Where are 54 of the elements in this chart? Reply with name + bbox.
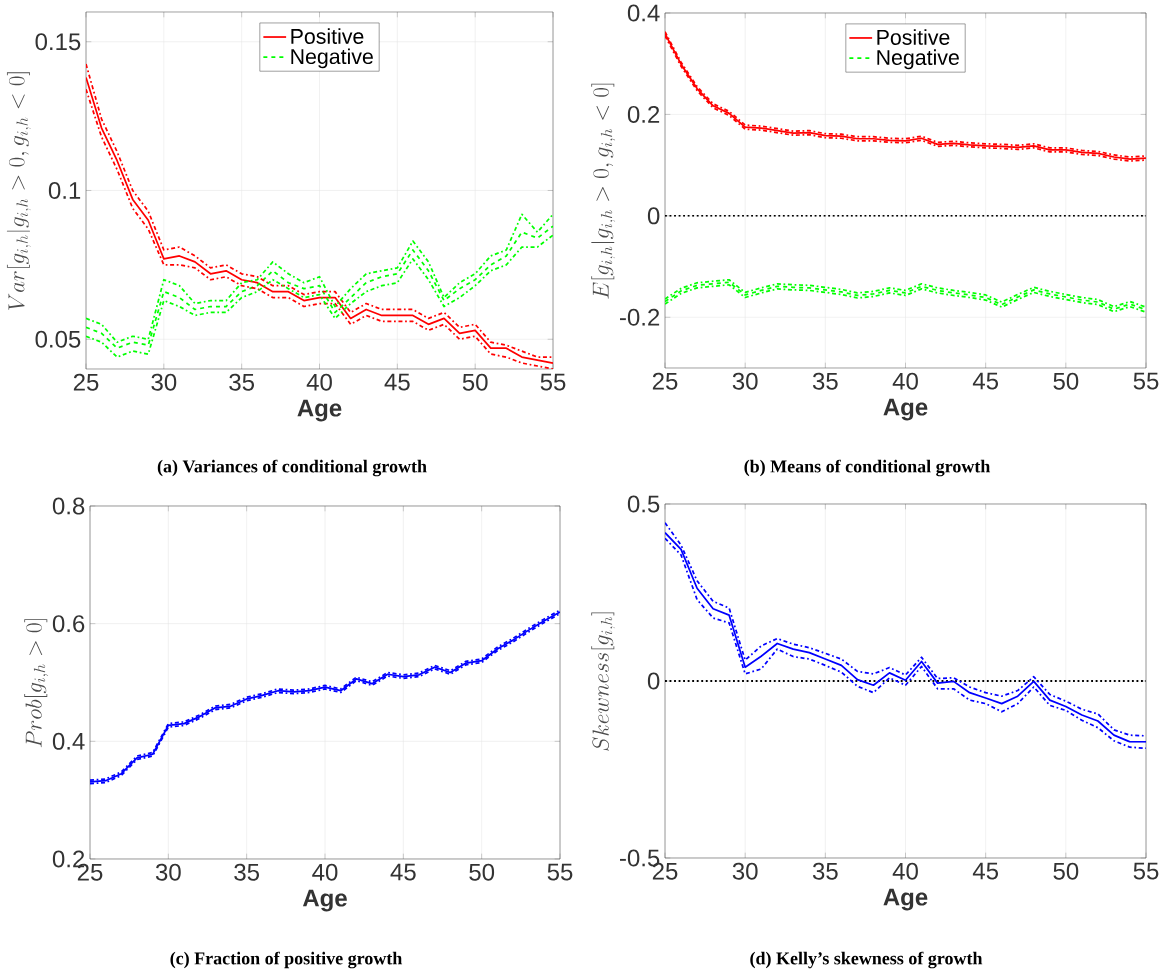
x-tick-label: 35 <box>234 863 260 881</box>
legend-label: Negative <box>291 48 373 69</box>
y-tick-label: 0.8 <box>52 497 85 515</box>
x-tick-label: 35 <box>812 862 838 880</box>
x-tick-label: 30 <box>155 863 181 881</box>
x-tick-label: 25 <box>73 373 99 391</box>
y-tick-label: 0.4 <box>627 4 660 22</box>
x-tick-label: 40 <box>312 863 338 881</box>
x-axis-title: Age <box>302 889 347 912</box>
y-tick-label: 0.15 <box>35 33 81 51</box>
x-tick-label: 55 <box>540 373 566 391</box>
y-tick-label: 0.05 <box>35 330 81 348</box>
x-tick-label: 55 <box>547 863 573 881</box>
y-tick-label: 0.6 <box>52 615 85 633</box>
x-tick-label: 35 <box>812 372 838 390</box>
text: (a) Variances of conditional growth <box>157 459 427 477</box>
x-tick-label: 40 <box>892 372 918 390</box>
x-tick-label: 35 <box>229 373 255 391</box>
x-tick-label: 40 <box>892 862 918 880</box>
x-axis-title: Age <box>883 888 928 911</box>
x-tick-label: 45 <box>972 372 999 390</box>
x-tick-label: 30 <box>732 862 758 880</box>
x-tick-label: 50 <box>1053 372 1079 390</box>
y-tick-label: 0.2 <box>627 105 660 123</box>
y-tick-label: 0 <box>647 672 660 690</box>
legend-label: Positive <box>877 29 950 45</box>
x-tick-label: 55 <box>1133 372 1159 390</box>
text: (c) Fraction of positive growth <box>170 951 403 969</box>
x-tick-label: 50 <box>1053 862 1079 880</box>
x-tick-label: 45 <box>384 373 410 391</box>
legend-label: Negative <box>877 49 959 70</box>
x-tick-label: 55 <box>1133 862 1159 880</box>
text: (b) Means of conditional growth <box>744 459 991 477</box>
x-tick-label: 25 <box>652 372 678 390</box>
y-axis-title: $E[g_{i,h}|g_{i,h}>0,g_{i,h}<0]$ <box>591 83 616 299</box>
y-tick-label: 0.5 <box>627 495 660 513</box>
y-tick-label: -0.2 <box>620 308 660 326</box>
x-tick-label: 45 <box>972 862 999 880</box>
y-tick-label: 0.4 <box>52 732 85 750</box>
y-axis-title: $Prob[g_{i,h}>0]$ <box>24 619 49 748</box>
y-axis-title: $Skewness[g_{i,h}]$ <box>591 612 616 751</box>
x-axis-title: Age <box>883 398 928 421</box>
y-tick-label: 0 <box>647 207 660 225</box>
y-axis-title: $Var[g_{i,h}|g_{i,h}>0,g_{i,h}<0]$ <box>6 72 31 310</box>
x-tick-label: 50 <box>462 373 488 391</box>
x-tick-label: 30 <box>732 372 758 390</box>
x-axis-title: Age <box>297 399 342 422</box>
x-tick-label: 45 <box>390 863 416 881</box>
legend-label: Positive <box>291 28 364 44</box>
text: (d) Kelly’s skewness of growth <box>750 951 983 969</box>
x-tick-label: 30 <box>151 373 177 391</box>
y-tick-label: 0.1 <box>48 181 81 199</box>
x-tick-label: 50 <box>469 863 495 881</box>
x-tick-label: 40 <box>306 373 332 391</box>
